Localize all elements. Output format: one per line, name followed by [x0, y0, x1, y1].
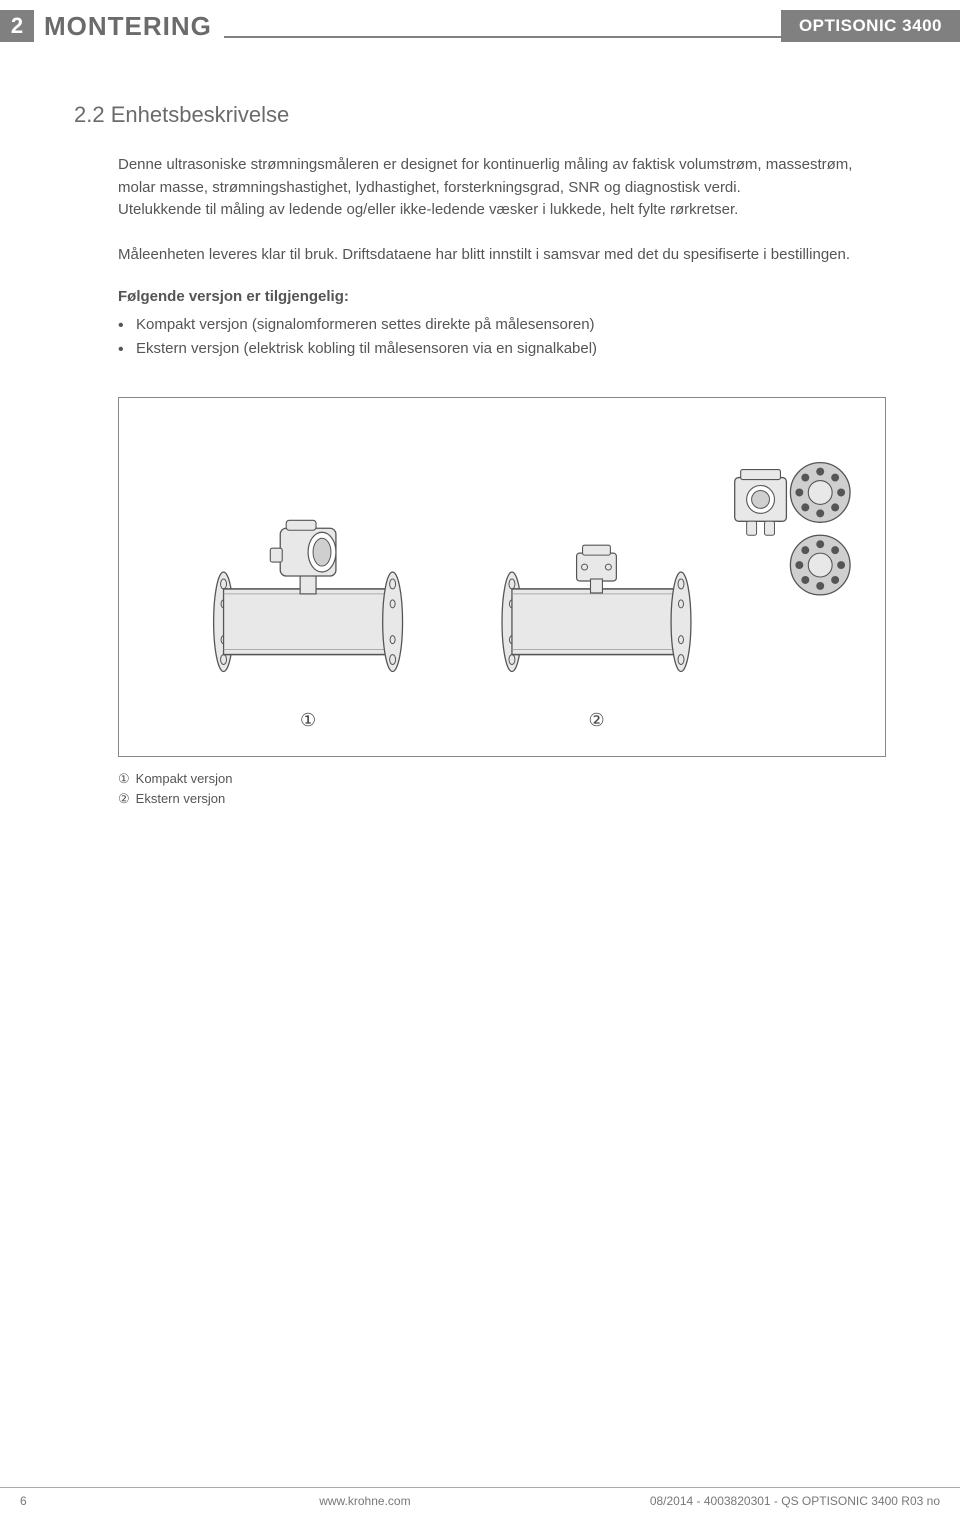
list-item: Kompakt versjon (signalomformeren settes… [118, 313, 886, 337]
caption-marker: ① [118, 769, 130, 789]
device-illustration: ① ② [119, 398, 885, 756]
page-header: 2 MONTERING OPTISONIC 3400 [0, 10, 960, 42]
paragraph-2: Måleenheten leveres klar til bruk. Drift… [74, 244, 886, 267]
version-list: Kompakt versjon (signalomformeren settes… [74, 313, 886, 361]
section-heading: 2.2 Enhetsbeskrivelse [74, 102, 886, 128]
chapter-number: 2 [0, 10, 34, 42]
caption-marker: ② [118, 789, 130, 809]
list-heading: Følgende versjon er tilgjengelig: [74, 288, 886, 305]
paragraph-1: Denne ultrasoniske strømningsmåleren er … [74, 154, 886, 222]
list-item: Ekstern versjon (elektrisk kobling til m… [118, 337, 886, 361]
figure-box: ① ② [118, 397, 886, 757]
header-rule [224, 10, 781, 38]
page-footer: 6 www.krohne.com 08/2014 - 4003820301 - … [0, 1487, 960, 1508]
figure-label-1: ① [300, 710, 316, 730]
content-area: 2.2 Enhetsbeskrivelse Denne ultrasoniske… [0, 42, 960, 808]
caption-text: Ekstern versjon [136, 791, 226, 806]
document-title: OPTISONIC 3400 [781, 10, 960, 42]
caption-text: Kompakt versjon [136, 771, 233, 786]
page-number: 6 [20, 1494, 80, 1508]
caption-row: ② Ekstern versjon [118, 789, 886, 809]
caption-row: ① Kompakt versjon [118, 769, 886, 789]
footer-url: www.krohne.com [80, 1494, 650, 1508]
figure-caption: ① Kompakt versjon ② Ekstern versjon [74, 769, 886, 808]
figure-label-2: ② [588, 710, 604, 730]
footer-reference: 08/2014 - 4003820301 - QS OPTISONIC 3400… [650, 1494, 940, 1508]
section-title: Enhetsbeskrivelse [111, 102, 290, 127]
chapter-title: MONTERING [34, 10, 212, 42]
section-number: 2.2 [74, 102, 105, 127]
